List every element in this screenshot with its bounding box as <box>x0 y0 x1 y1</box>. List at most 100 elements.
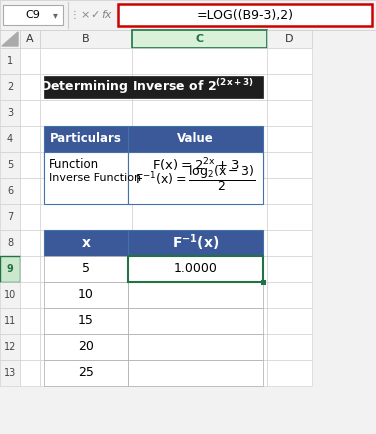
Bar <box>267 178 312 204</box>
Bar <box>20 126 40 152</box>
Bar <box>132 30 267 48</box>
Bar <box>20 256 40 282</box>
Text: 8: 8 <box>7 238 13 248</box>
Text: $\mathbf{x}$: $\mathbf{x}$ <box>80 236 91 250</box>
Bar <box>44 334 128 360</box>
Text: 12: 12 <box>4 342 16 352</box>
Bar <box>20 308 40 334</box>
Bar <box>44 230 128 256</box>
Text: =LOG((B9-3),2): =LOG((B9-3),2) <box>197 9 294 22</box>
Bar <box>0 152 20 178</box>
Bar <box>20 178 40 204</box>
Bar <box>44 256 128 282</box>
Bar <box>267 308 312 334</box>
Bar <box>0 256 20 282</box>
Bar <box>40 152 132 178</box>
Bar <box>267 48 312 74</box>
Bar <box>0 0 376 30</box>
Bar <box>44 152 128 178</box>
Bar <box>128 152 263 178</box>
Bar <box>20 230 40 256</box>
Bar <box>40 30 132 48</box>
Bar <box>0 48 20 74</box>
Bar <box>40 204 132 230</box>
Text: 25: 25 <box>78 366 94 379</box>
Bar <box>20 282 40 308</box>
Bar <box>40 360 132 386</box>
Bar <box>132 334 267 360</box>
Bar <box>267 126 312 152</box>
Bar <box>132 74 267 100</box>
Text: 15: 15 <box>78 315 94 328</box>
Text: 5: 5 <box>7 160 13 170</box>
Bar <box>132 360 267 386</box>
Bar <box>0 308 20 334</box>
Text: 13: 13 <box>4 368 16 378</box>
Bar <box>128 230 263 256</box>
Text: Particulars: Particulars <box>50 132 122 145</box>
Bar <box>20 100 40 126</box>
Bar <box>20 360 40 386</box>
Bar <box>128 360 263 386</box>
Text: exceldemy: exceldemy <box>146 366 230 380</box>
Bar <box>44 282 128 308</box>
Text: Determining Inverse of $\mathbf{2^{(2x+3)}}$: Determining Inverse of $\mathbf{2^{(2x+3… <box>40 78 254 96</box>
Bar <box>40 48 132 74</box>
Text: EXCEL · DATA · BI: EXCEL · DATA · BI <box>156 379 220 388</box>
Bar <box>132 48 267 74</box>
Bar <box>132 100 267 126</box>
Text: $\mathrm{F^{-1}(x) = \dfrac{log_2(x-3)}{2}}$: $\mathrm{F^{-1}(x) = \dfrac{log_2(x-3)}{… <box>135 163 256 193</box>
Bar <box>267 360 312 386</box>
Bar <box>3 5 63 25</box>
Bar <box>20 334 40 360</box>
Text: ×: × <box>80 10 90 20</box>
Text: C9: C9 <box>26 10 41 20</box>
Bar <box>40 282 132 308</box>
Bar <box>0 74 20 100</box>
Bar <box>20 48 40 74</box>
Bar <box>132 256 267 282</box>
Bar <box>267 204 312 230</box>
Polygon shape <box>2 32 18 46</box>
Bar <box>40 256 132 282</box>
Text: ⋮: ⋮ <box>70 10 80 20</box>
Bar <box>20 74 40 100</box>
Bar <box>267 282 312 308</box>
Text: 4: 4 <box>7 134 13 144</box>
Bar <box>40 308 132 334</box>
Bar <box>0 230 20 256</box>
Text: $\mathbf{F^{-1}(x)}$: $\mathbf{F^{-1}(x)}$ <box>172 233 219 253</box>
Bar <box>0 360 20 386</box>
Bar <box>128 126 263 152</box>
Text: A: A <box>26 34 34 44</box>
Bar <box>44 308 128 334</box>
Text: ▾: ▾ <box>53 10 58 20</box>
Bar <box>0 100 20 126</box>
Bar <box>0 334 20 360</box>
Text: 10: 10 <box>78 289 94 302</box>
Bar <box>40 178 132 204</box>
Text: 1.0000: 1.0000 <box>174 263 217 276</box>
Bar <box>128 256 263 282</box>
Bar <box>40 74 132 100</box>
Text: ✓: ✓ <box>90 10 100 20</box>
Bar <box>44 76 263 98</box>
Text: 3: 3 <box>7 108 13 118</box>
Text: 6: 6 <box>7 186 13 196</box>
Bar <box>128 282 263 308</box>
Bar <box>132 126 267 152</box>
Bar <box>0 30 20 48</box>
Bar <box>40 100 132 126</box>
Bar <box>44 126 128 152</box>
Bar <box>132 230 267 256</box>
Text: 10: 10 <box>4 290 16 300</box>
Text: Value: Value <box>177 132 214 145</box>
Bar <box>132 204 267 230</box>
Bar <box>267 152 312 178</box>
Bar <box>261 279 265 285</box>
Text: 9: 9 <box>7 264 14 274</box>
Bar <box>132 308 267 334</box>
Bar <box>128 334 263 360</box>
Bar <box>267 100 312 126</box>
Bar <box>44 360 128 386</box>
